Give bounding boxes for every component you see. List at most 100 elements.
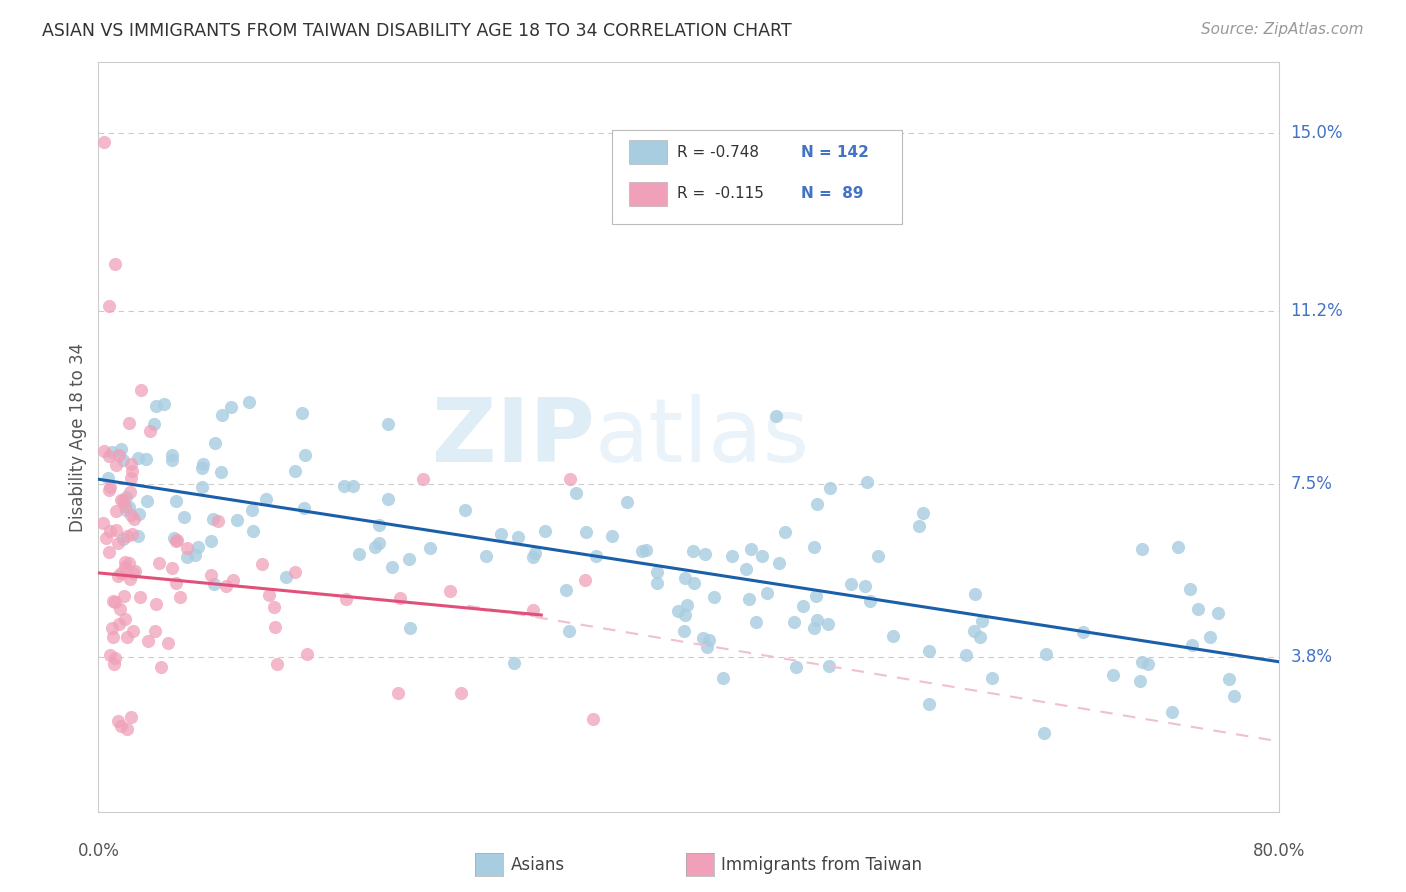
Point bbox=[145, 624, 167, 639]
Point bbox=[207, 514, 229, 528]
Point bbox=[333, 479, 356, 493]
Point bbox=[103, 657, 125, 672]
Point bbox=[118, 572, 141, 586]
Text: R = -0.748: R = -0.748 bbox=[678, 145, 759, 160]
Point bbox=[963, 624, 986, 639]
Point bbox=[673, 571, 696, 585]
Point bbox=[98, 450, 121, 464]
Point bbox=[859, 593, 882, 607]
Point bbox=[1035, 647, 1057, 661]
Point bbox=[107, 569, 129, 583]
Point bbox=[120, 508, 142, 522]
Point bbox=[368, 536, 391, 550]
Point bbox=[107, 448, 129, 462]
Point bbox=[377, 417, 399, 432]
Point bbox=[104, 595, 127, 609]
Point bbox=[399, 621, 422, 635]
Point bbox=[630, 544, 652, 558]
Point bbox=[169, 590, 191, 604]
Point bbox=[703, 590, 725, 604]
Point bbox=[105, 523, 128, 537]
Point bbox=[226, 513, 249, 527]
Point bbox=[294, 448, 316, 462]
Point bbox=[602, 529, 624, 543]
Point bbox=[524, 546, 547, 560]
Point bbox=[98, 545, 121, 559]
Point bbox=[145, 597, 167, 611]
Point bbox=[135, 452, 157, 467]
Point bbox=[200, 567, 222, 582]
Point bbox=[908, 519, 931, 533]
Point bbox=[240, 503, 263, 517]
Point bbox=[104, 257, 127, 271]
Point bbox=[475, 549, 498, 563]
Point bbox=[148, 556, 170, 570]
Point bbox=[636, 543, 658, 558]
Point bbox=[211, 409, 233, 423]
Point bbox=[1178, 582, 1201, 596]
Point bbox=[388, 591, 411, 606]
Point bbox=[1167, 540, 1189, 554]
Point bbox=[768, 556, 790, 570]
Point bbox=[222, 574, 245, 588]
Point bbox=[506, 530, 529, 544]
Point bbox=[127, 450, 149, 465]
Point bbox=[93, 444, 115, 458]
Point bbox=[97, 471, 120, 485]
Text: 3.8%: 3.8% bbox=[1291, 648, 1333, 666]
Point bbox=[367, 518, 389, 533]
Text: Immigrants from Taiwan: Immigrants from Taiwan bbox=[721, 856, 922, 874]
Point bbox=[162, 531, 184, 545]
FancyBboxPatch shape bbox=[612, 130, 901, 224]
Point bbox=[856, 475, 879, 490]
Point bbox=[101, 621, 124, 635]
Point bbox=[104, 504, 127, 518]
Text: 15.0%: 15.0% bbox=[1291, 124, 1343, 142]
Point bbox=[565, 485, 588, 500]
Y-axis label: Disability Age 18 to 34: Disability Age 18 to 34 bbox=[69, 343, 87, 532]
Point bbox=[818, 481, 841, 495]
Text: ZIP: ZIP bbox=[432, 393, 595, 481]
Point bbox=[439, 584, 461, 599]
Point bbox=[558, 472, 581, 486]
Point bbox=[806, 589, 828, 603]
Point bbox=[489, 527, 512, 541]
Point bbox=[1223, 690, 1246, 704]
Point bbox=[266, 657, 288, 672]
Point bbox=[118, 500, 141, 515]
Point bbox=[1160, 706, 1182, 720]
Point bbox=[695, 547, 717, 561]
Point bbox=[806, 613, 828, 627]
Point bbox=[129, 384, 152, 398]
Point bbox=[118, 485, 141, 500]
Point bbox=[111, 492, 134, 507]
Point bbox=[502, 656, 524, 670]
Point bbox=[112, 532, 135, 546]
Point bbox=[711, 672, 734, 686]
Point bbox=[128, 507, 150, 521]
Point bbox=[853, 579, 876, 593]
Point bbox=[114, 590, 136, 604]
Point bbox=[917, 644, 939, 658]
Point bbox=[101, 631, 124, 645]
Point bbox=[682, 575, 704, 590]
Point bbox=[817, 617, 839, 632]
Point bbox=[738, 591, 761, 606]
Point bbox=[124, 564, 146, 578]
Point bbox=[160, 453, 183, 467]
Text: Asians: Asians bbox=[510, 856, 564, 874]
Point bbox=[692, 631, 714, 645]
Point bbox=[806, 497, 828, 511]
Point bbox=[295, 647, 318, 661]
Point bbox=[138, 634, 160, 648]
Point bbox=[755, 586, 778, 600]
Point bbox=[115, 630, 138, 644]
Point bbox=[765, 409, 787, 424]
Point bbox=[554, 582, 576, 597]
FancyBboxPatch shape bbox=[628, 182, 666, 205]
Point bbox=[200, 533, 222, 548]
Point bbox=[284, 464, 307, 478]
Point bbox=[115, 502, 138, 516]
Point bbox=[676, 598, 699, 612]
Point bbox=[150, 660, 173, 674]
